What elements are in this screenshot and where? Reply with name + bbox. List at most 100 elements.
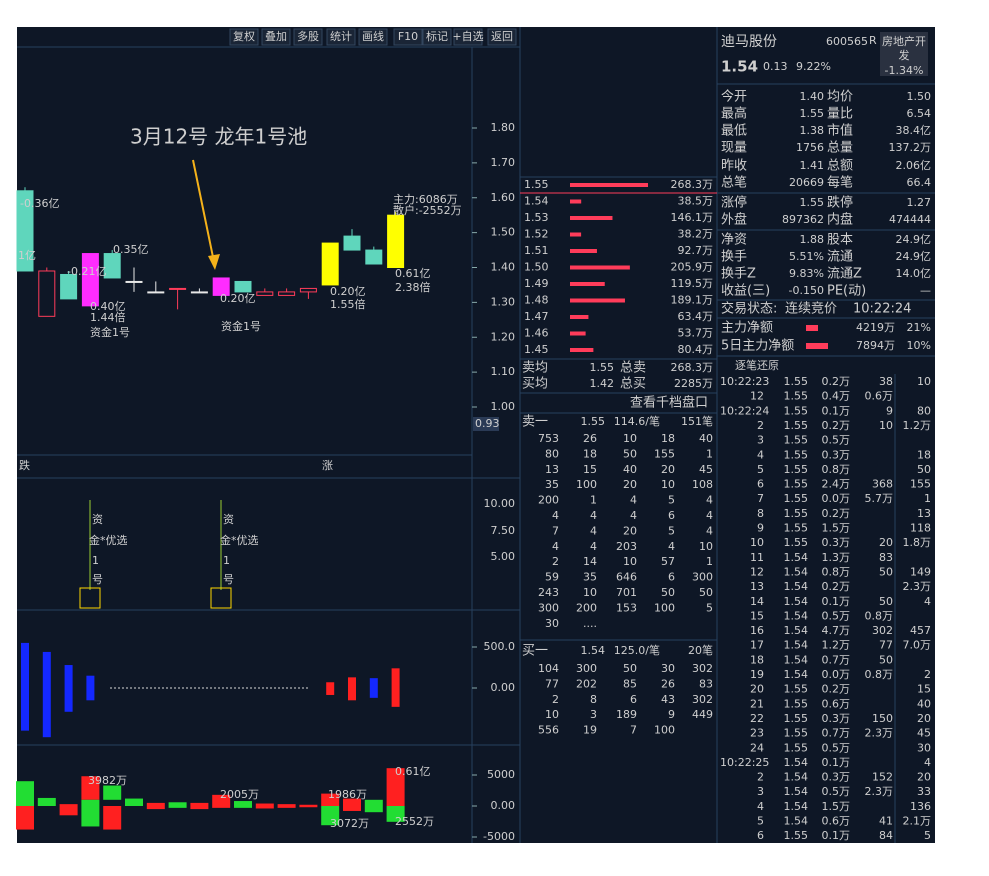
depth-bar [570,216,613,220]
toolbar-label[interactable]: 标记 [426,29,448,43]
trade-price: 1.55 [784,507,809,520]
annotation: 3月12号 龙年1号池 [130,125,307,149]
candle-body [103,253,121,279]
toolbar-button[interactable] [358,28,388,46]
trade-total: 149 [910,565,931,578]
trade-price: 1.54 [784,815,809,828]
stat-value: -0.150 [789,284,824,297]
toolbar-button[interactable] [453,28,483,46]
stat-label: 内盘 [827,212,853,228]
toolbar-button[interactable] [487,28,517,46]
stat-label: 最低 [721,124,747,139]
queue-head: 1.54 [581,644,606,657]
candle-body [125,280,143,283]
queue-head: 卖一 [522,415,548,430]
queue-cell: 30 [545,617,559,630]
trade-total: 2 [924,668,931,681]
trade-time: 24 [750,741,764,754]
trade-time: 3 [757,434,764,447]
stat-label: PE(动) [827,284,866,299]
depth-price: 1.51 [524,244,549,257]
trade-total: 1.2万 [903,419,932,432]
flow-bar [234,801,252,808]
candle-body [147,291,165,294]
queue-cell: 2 [552,555,559,568]
toolbar-button[interactable] [293,28,323,46]
trade-time: 9 [757,522,764,535]
trade-price: 1.54 [784,624,809,637]
trade-time: 4 [757,800,764,813]
trade-price: 1.55 [784,448,809,461]
queue-cell: 4 [706,494,713,507]
queue-cell: 4 [706,509,713,522]
toolbar-label[interactable]: F10 [398,30,418,43]
trade-total: 136 [910,800,931,813]
queue-head: 114.6/笔 [614,414,660,428]
trade-time: 19 [750,668,764,681]
price-tick-label: 1.50 [491,226,516,239]
stat-label: 最高 [721,106,747,122]
stat-value: 137.2万 [889,141,932,154]
toolbar-button[interactable] [229,28,259,46]
flow-bar [146,802,165,810]
queue-cell: 7 [552,524,559,537]
stat-label: 总额 [827,159,853,174]
trade-total: 15 [917,683,931,696]
depth-price: 1.50 [524,261,549,274]
queue-cell: 5 [668,494,675,507]
stat-label: 股本 [827,233,853,248]
trade-total: 18 [917,448,931,461]
flow-label: 1986万 [328,788,367,801]
trade-volume: 1.3万 [822,551,851,564]
trade-time: 20 [750,683,764,696]
trade-count: 50 [879,653,893,666]
trade-price: 1.55 [784,375,809,388]
trade-time: 23 [750,727,764,740]
toolbar-button[interactable] [393,28,423,46]
chart-label: 0.61亿 [395,267,431,280]
queue-cell: 203 [616,540,637,553]
trade-count: 77 [879,639,893,652]
queue-cell: 18 [661,432,675,445]
toolbar-label[interactable]: 多股 [297,29,319,43]
trade-total: 457 [910,624,931,637]
queue-cell: 302 [692,693,713,706]
queue-cell: 50 [623,447,637,460]
trade-volume: 0.1万 [822,756,851,769]
price-tick-label: 1.00 [491,400,516,413]
queue-cell: 10 [623,432,637,445]
trade-price: 1.54 [784,551,809,564]
stat-label: 收益(三) [721,284,770,299]
stat-label: 均价 [827,90,853,105]
signal-text: 金*优选 [220,533,259,547]
queue-cell: 57 [661,555,675,568]
flow-pct: 10% [907,339,931,352]
toolbar-button[interactable] [261,28,291,46]
queue-cell: 4 [630,509,637,522]
toolbar-label[interactable]: 统计 [330,30,352,43]
trade-count: 368 [872,478,893,491]
stat-label: 涨停 [721,195,747,211]
trade-time: 10:22:23 [720,375,769,388]
queue-cell: 4 [630,494,637,507]
queue-cell: 300 [692,571,713,584]
indicator-bar [86,675,95,701]
toolbar-button[interactable] [326,28,356,46]
toolbar-label[interactable]: 复权 [233,29,255,43]
chart-label: 0.20亿 [330,285,366,298]
queue-cell: 3 [590,708,597,721]
queue-cell: 202 [576,677,597,690]
toolbar-label[interactable]: 叠加 [265,30,287,43]
queue-link[interactable]: 查看千档盘口 [630,395,708,411]
queue-head: 125.0/笔 [614,643,660,657]
flow-bar [190,802,209,810]
toolbar-button[interactable] [422,28,452,46]
toolbar-label[interactable]: 返回 [491,30,513,43]
trade-price: 1.55 [784,522,809,535]
flow-bar [125,798,143,806]
stat-label: 昨收 [721,159,747,174]
trade-total: 40 [917,697,931,710]
queue-cell: 45 [699,463,713,476]
toolbar-label[interactable]: 画线 [362,29,384,43]
toolbar-label[interactable]: +自选 [452,30,483,43]
